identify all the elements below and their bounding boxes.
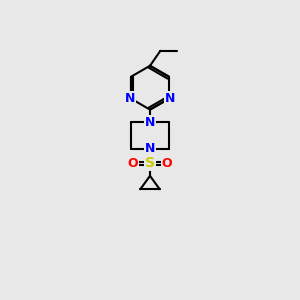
Text: O: O [162, 157, 172, 170]
Text: N: N [165, 92, 175, 105]
Text: O: O [128, 157, 138, 170]
Text: S: S [145, 156, 155, 170]
Text: N: N [145, 142, 155, 155]
Text: N: N [125, 92, 135, 105]
Text: N: N [145, 116, 155, 129]
